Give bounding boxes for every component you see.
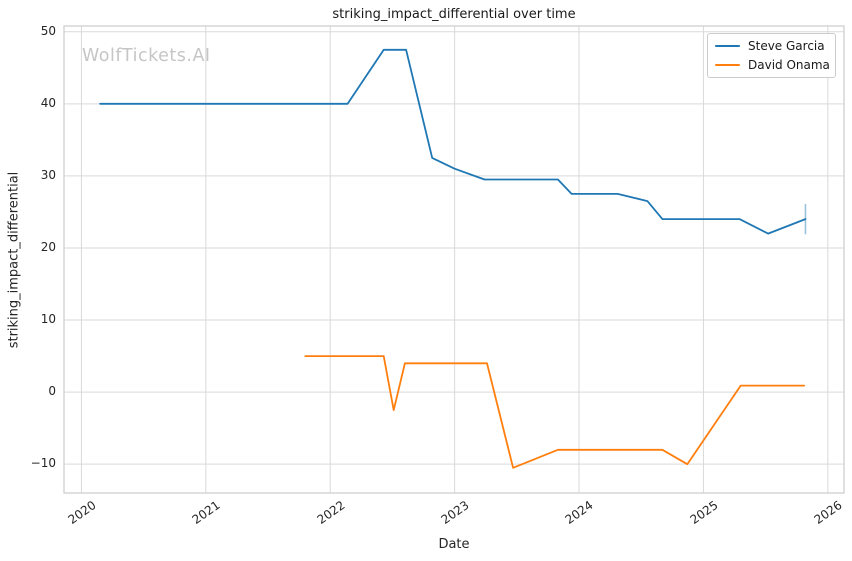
legend-line-swatch-icon bbox=[715, 63, 740, 67]
series-line-david-onama bbox=[304, 355, 806, 469]
y-axis-tick-label: 50 bbox=[40, 23, 56, 38]
legend-item-steve-garcia: Steve Garcia bbox=[715, 39, 828, 53]
y-axis-label: striking_impact_differential bbox=[6, 171, 22, 349]
plot-frame bbox=[63, 25, 845, 494]
legend-line-swatch-icon bbox=[715, 44, 740, 48]
y-axis-tick-label: 30 bbox=[40, 167, 56, 182]
series-line-steve-garcia bbox=[99, 48, 807, 235]
legend-label: Steve Garcia bbox=[748, 39, 825, 53]
y-axis-tick-label: −10 bbox=[30, 456, 56, 471]
legend: Steve Garcia David Onama bbox=[707, 33, 836, 78]
y-axis-tick-label: 10 bbox=[40, 312, 56, 327]
y-axis-tick-label: 20 bbox=[40, 239, 56, 254]
legend-label: David Onama bbox=[748, 58, 830, 72]
x-axis-label: Date bbox=[438, 537, 470, 552]
watermark: WolfTickets.AI bbox=[82, 46, 211, 66]
chart-title: striking_impact_differential over time bbox=[332, 7, 576, 22]
y-axis-tick-label: 40 bbox=[40, 95, 56, 110]
legend-item-david-onama: David Onama bbox=[715, 58, 830, 72]
y-axis-tick-label: 0 bbox=[48, 384, 56, 399]
